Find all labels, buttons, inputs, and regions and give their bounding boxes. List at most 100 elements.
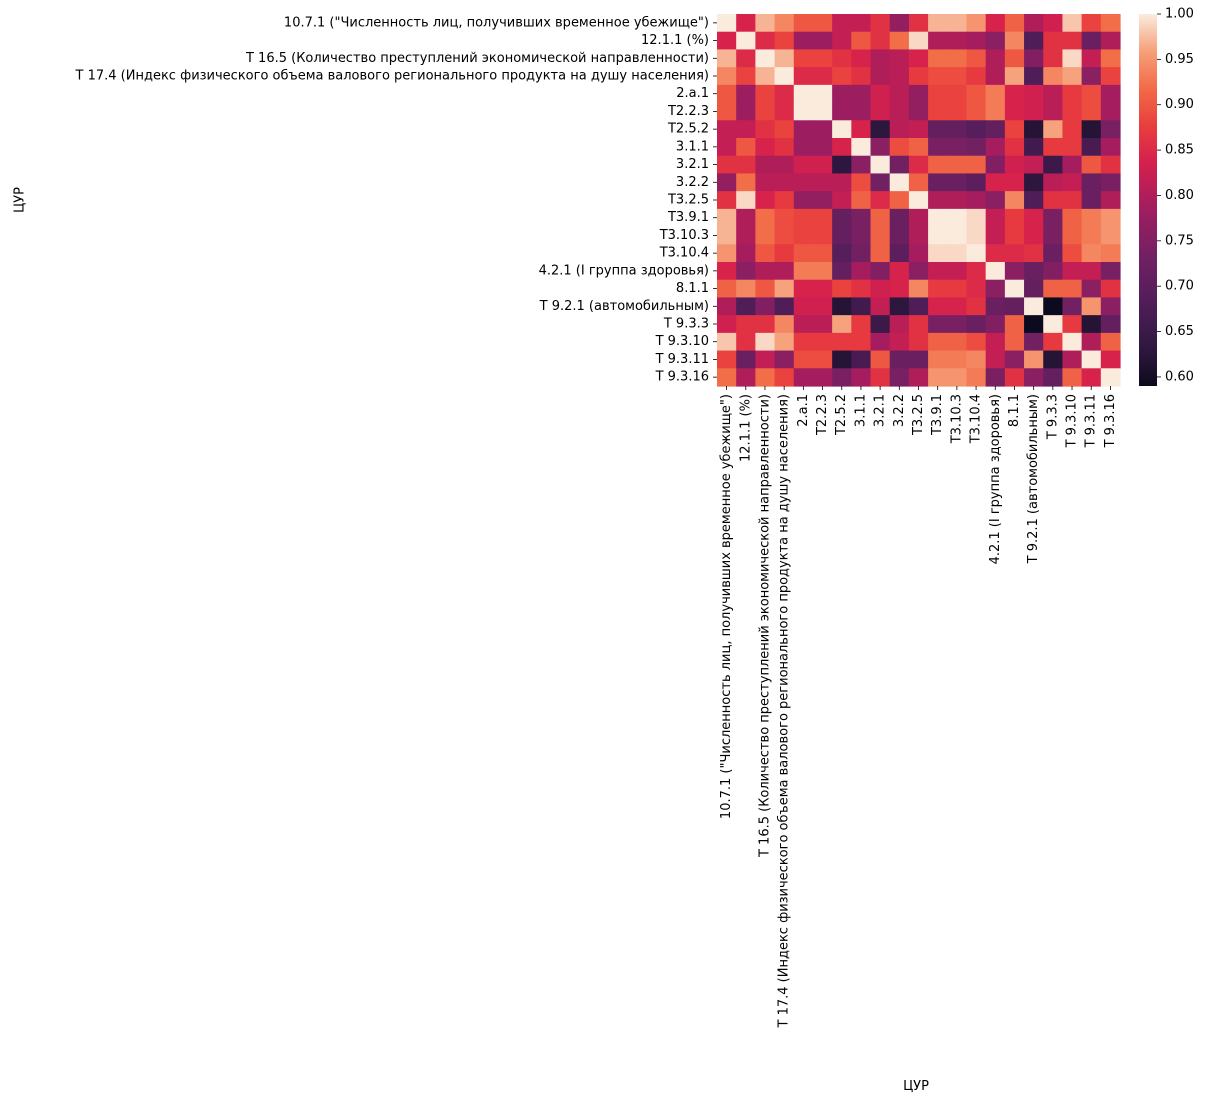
y-tick-label: 3.2.2 [676, 175, 709, 190]
y-tick-label: Т 9.2.1 (автомобильным) [539, 299, 709, 314]
heatmap-cell [736, 84, 756, 104]
heatmap-cell [1062, 120, 1083, 139]
heatmap-cell [1100, 31, 1121, 51]
colorbar-ticks: 0.60 0.65 0.70 0.75 0.80 0.85 0.90 0.95 1.00 [1157, 7, 1194, 384]
heatmap-cell [1100, 350, 1121, 369]
heatmap-cell [1004, 191, 1025, 210]
heatmap-cell [947, 297, 968, 316]
heatmap-cell [966, 138, 987, 157]
x-tick-label: Т 9.3.16 [1103, 394, 1118, 448]
heatmap-cell [966, 279, 987, 299]
heatmap-cell [928, 173, 948, 192]
heatmap-cell [966, 191, 987, 210]
x-tick-label: Т2.2.3 [815, 394, 830, 436]
heatmap-cell [889, 138, 910, 157]
heatmap-cell [851, 279, 872, 299]
heatmap-cell [985, 120, 1006, 139]
heatmap-cell [1043, 138, 1064, 157]
heatmap-cell [985, 191, 1006, 210]
colorbar-tick-label: 0.75 [1165, 233, 1194, 248]
x-tick-label: 4.2.1 (I группа здоровья) [988, 394, 1003, 564]
heatmap-cell [1081, 67, 1102, 86]
heatmap-cell [755, 350, 776, 369]
heatmap-cell [851, 191, 872, 210]
heatmap-cell [774, 84, 795, 104]
heatmap-cell [1004, 155, 1025, 175]
heatmap-cell [774, 173, 795, 192]
heatmap-cell [1043, 155, 1064, 175]
heatmap-cell [985, 315, 1006, 334]
heatmap-cell [1062, 208, 1083, 228]
heatmap-cell [966, 332, 987, 352]
heatmap-cell [755, 297, 776, 316]
heatmap-cell [908, 173, 929, 192]
heatmap-cell [985, 244, 1006, 263]
heatmap-cell [1062, 173, 1083, 192]
x-tick-label: Т3.9.1 [930, 394, 945, 436]
heatmap-cell [812, 262, 833, 281]
heatmap-cell [870, 138, 891, 157]
x-tick-label: Т2.5.2 [834, 394, 849, 436]
heatmap-cell [1024, 350, 1044, 369]
heatmap-cell [966, 67, 987, 86]
y-tick-label: Т 9.3.16 [655, 370, 709, 385]
heatmap-cell [1004, 31, 1025, 51]
heatmap-cell [851, 173, 872, 192]
heatmap-cell [812, 138, 833, 157]
heatmap-cell [966, 262, 987, 281]
heatmap-cell [717, 332, 737, 352]
heatmap-cell [851, 315, 872, 334]
heatmap-cell [1081, 332, 1102, 352]
heatmap-cell [928, 208, 948, 228]
heatmap-cell [947, 279, 968, 299]
heatmap-cell [908, 297, 929, 316]
heatmap-cell [774, 315, 795, 334]
heatmap-cell [889, 332, 910, 352]
heatmap-cell [889, 226, 910, 245]
heatmap-cell [889, 191, 910, 210]
x-tick-label: Т3.10.3 [949, 394, 964, 444]
heatmap-cell [1043, 84, 1064, 104]
heatmap-cell [1100, 297, 1121, 316]
heatmap-cell [985, 173, 1006, 192]
heatmap-cell [1024, 279, 1044, 299]
heatmap-cell [928, 368, 948, 387]
heatmap-cell [755, 226, 776, 245]
heatmap-cell [1004, 84, 1025, 104]
heatmap-cell [1100, 173, 1121, 192]
heatmap-cell [774, 350, 795, 369]
heatmap-cell [832, 14, 852, 33]
heatmap-cell [966, 297, 987, 316]
heatmap-cell [928, 102, 948, 121]
heatmap-cell [717, 244, 737, 263]
heatmap-cell [755, 332, 776, 352]
heatmap-cell [832, 138, 852, 157]
heatmap-cell [928, 297, 948, 316]
heatmap-cell [755, 173, 776, 192]
heatmap-cell [1024, 14, 1044, 33]
heatmap-cell [1004, 315, 1025, 334]
heatmap-cell [736, 226, 756, 245]
heatmap-cell [736, 102, 756, 121]
heatmap-cell [947, 191, 968, 210]
heatmap-cell [1043, 31, 1064, 51]
heatmap-cell [1004, 350, 1025, 369]
heatmap-cell [928, 155, 948, 175]
heatmap-cell [793, 262, 814, 281]
heatmap-cell [966, 226, 987, 245]
heatmap-cell [851, 14, 872, 33]
heatmap-cell [985, 138, 1006, 157]
heatmap-cell [908, 315, 929, 334]
heatmap-cell [928, 49, 948, 68]
heatmap-cell [812, 120, 833, 139]
heatmap-cell [947, 262, 968, 281]
heatmap-cell [793, 226, 814, 245]
heatmap-cell [966, 315, 987, 334]
heatmap-cell [1081, 279, 1102, 299]
heatmap-cell [889, 350, 910, 369]
heatmap-cell [1024, 67, 1044, 86]
heatmap-cell [928, 138, 948, 157]
heatmap-cell [793, 173, 814, 192]
colorbar-tick-label: 0.65 [1165, 324, 1194, 339]
heatmap-cell [966, 173, 987, 192]
